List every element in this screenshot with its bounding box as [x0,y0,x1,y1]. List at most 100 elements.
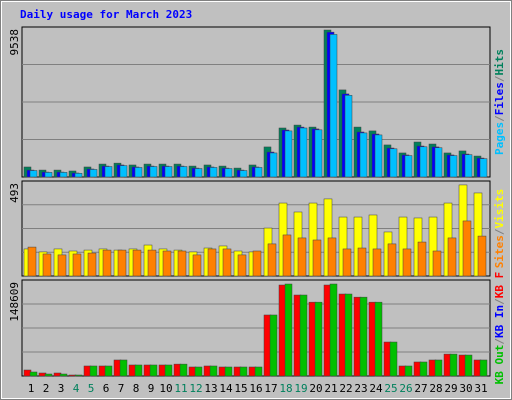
x-tick-label: 17 [264,382,277,395]
x-tick-label: 31 [474,382,487,395]
bar [239,170,248,178]
legend-entry: Visits [493,189,506,229]
legend-entry: Sites [493,235,506,268]
x-tick-label: 7 [118,382,125,395]
legend-separator: / [493,115,506,122]
bar [179,363,188,377]
bar [239,366,248,377]
bar [27,246,37,277]
bar [222,248,232,277]
x-tick-label: 2 [43,382,50,395]
bar [147,249,157,277]
bar [162,250,172,277]
bar [434,359,443,377]
x-tick-label: 21 [324,382,337,395]
x-tick-label: 8 [133,382,140,395]
bar [177,250,187,277]
legend: KB Out/KB In/KB F [493,272,506,385]
bar [44,373,53,377]
bar [342,248,352,277]
bar [314,301,323,377]
legend-entry: KB In [493,305,506,338]
bar [87,252,97,277]
bar [329,34,338,178]
bar [104,166,113,178]
bar [59,373,68,377]
y-tick-label: 148609 [8,282,21,322]
x-tick-label: 12 [189,382,202,395]
bar [282,234,292,277]
x-tick-label: 15 [234,382,247,395]
bar [119,359,128,377]
bar [314,129,323,178]
bar [224,168,233,178]
bar [149,166,158,178]
bar [419,361,428,377]
legend-entry: Hits [493,49,506,76]
bar [462,220,472,277]
bar [119,165,128,178]
x-tick-label: 26 [399,382,412,395]
bar [284,130,293,178]
x-tick-label: 22 [339,382,352,395]
bar [312,239,322,277]
bar [57,254,67,277]
bar [164,364,173,377]
x-tick-label: 6 [103,382,110,395]
bar [357,247,367,277]
bar [74,374,83,377]
bar [89,169,98,178]
bar [297,237,307,277]
bar [102,249,112,277]
bar [404,155,413,178]
x-tick-label: 5 [88,382,95,395]
bar [44,172,53,178]
bar [74,173,83,178]
bar [344,293,353,377]
bar [192,254,202,277]
x-tick-label: 11 [174,382,187,395]
legend-entry: Files [493,82,506,115]
bar [269,152,278,178]
bar [449,353,458,377]
bar [432,250,442,277]
bar [134,167,143,178]
bar [389,341,398,377]
bar [464,354,473,377]
y-tick-label: 493 [8,183,21,203]
bar [29,170,38,178]
legend-separator: / [493,75,506,82]
x-tick-label: 18 [279,382,292,395]
x-tick-label: 1 [28,382,35,395]
x-tick-label: 16 [249,382,262,395]
bar [42,253,52,277]
legend-entry: KB F [493,272,506,299]
bar [224,366,233,377]
x-tick-label: 29 [444,382,457,395]
legend-separator: / [493,298,506,305]
chart-title: Daily usage for March 2023 [20,8,192,21]
bar [134,364,143,377]
bar [449,155,458,178]
bar [402,248,412,277]
bar [267,243,277,277]
legend: Sites/Visits [493,189,506,269]
bar [252,250,262,277]
bar [479,359,488,377]
x-tick-label: 9 [148,382,155,395]
bar [359,296,368,377]
x-tick-label: 25 [384,382,397,395]
x-tick-label: 20 [309,382,322,395]
bar [194,366,203,377]
legend-separator: / [493,228,506,235]
x-tick-label: 23 [354,382,367,395]
bar [132,249,142,277]
bar [419,146,428,178]
bar [417,241,427,277]
bar [329,283,338,377]
bar [389,148,398,178]
bar [464,154,473,178]
bar [117,249,127,277]
bar [299,127,308,178]
